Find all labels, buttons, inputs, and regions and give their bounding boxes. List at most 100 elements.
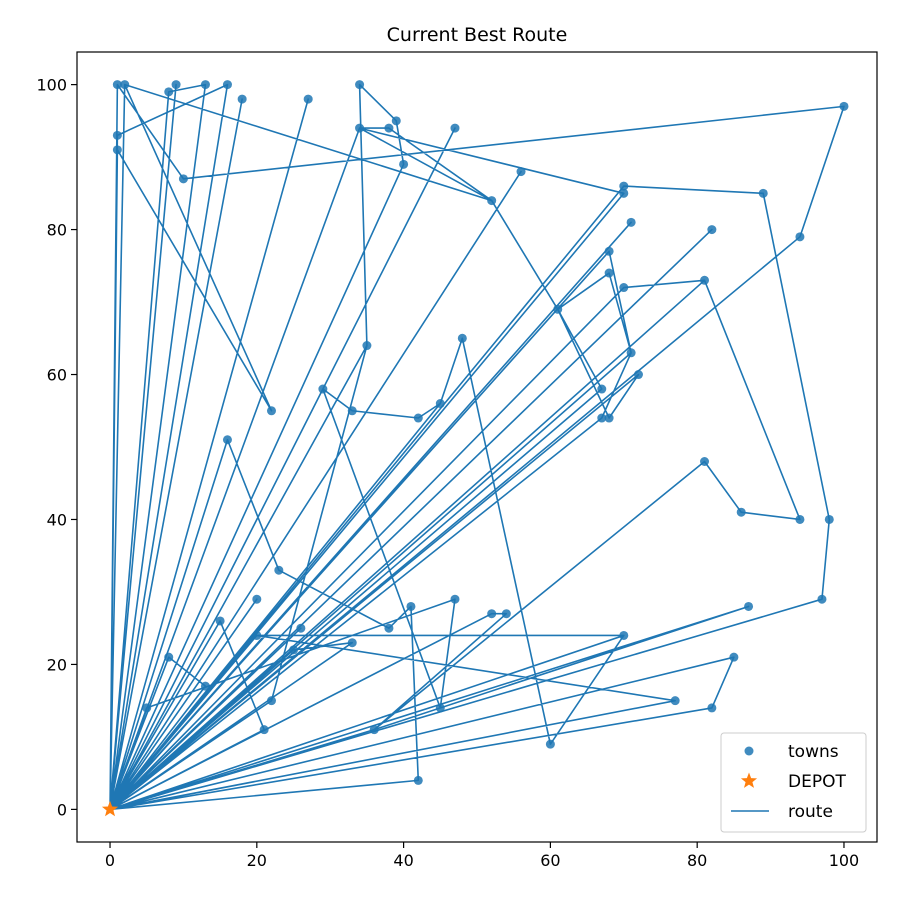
town-point [487, 609, 497, 619]
town-point [729, 652, 739, 662]
town-point [700, 456, 710, 466]
y-tick-label: 0 [57, 800, 67, 819]
legend-depot-label: DEPOT [788, 772, 846, 792]
town-point [384, 623, 394, 633]
town-point [597, 384, 607, 394]
legend: towns DEPOT route [720, 732, 867, 833]
town-point [516, 167, 526, 177]
town-point [619, 188, 629, 198]
x-tick-label: 0 [105, 851, 115, 870]
town-point [435, 399, 445, 409]
town-point [112, 80, 122, 90]
town-point [171, 80, 181, 90]
town-point [252, 630, 262, 640]
town-point [670, 696, 680, 706]
town-point [303, 94, 313, 104]
town-point [259, 725, 269, 735]
y-tick-label: 20 [47, 655, 67, 674]
town-point [758, 188, 768, 198]
town-point [597, 413, 607, 423]
towns-layer [112, 80, 849, 785]
town-point [164, 87, 174, 97]
town-point [824, 514, 834, 524]
x-tick-label: 20 [247, 851, 267, 870]
town-point [274, 565, 284, 575]
town-point [347, 638, 357, 648]
town-point [700, 275, 710, 285]
town-point [112, 145, 122, 155]
town-point [406, 601, 416, 611]
town-point [795, 514, 805, 524]
town-point [391, 116, 401, 126]
town-point [707, 225, 717, 235]
town-point [222, 435, 232, 445]
town-point [604, 246, 614, 256]
town-point [266, 696, 276, 706]
town-point [222, 80, 232, 90]
town-point [435, 703, 445, 713]
town-point [604, 268, 614, 278]
y-tick-label: 80 [47, 221, 67, 240]
town-point [604, 413, 614, 423]
x-tick-label: 40 [393, 851, 413, 870]
x-tick-label: 100 [829, 851, 860, 870]
legend-towns-label: towns [788, 742, 839, 762]
depot-layer [101, 800, 119, 817]
town-point [215, 616, 225, 626]
town-point [362, 341, 372, 351]
town-point [200, 80, 210, 90]
town-point [626, 348, 636, 358]
town-point [619, 630, 629, 640]
town-point [164, 652, 174, 662]
town-point [795, 232, 805, 242]
town-point [142, 703, 152, 713]
y-tick-label: 100 [36, 76, 67, 95]
town-point [413, 413, 423, 423]
x-tick-label: 80 [687, 851, 707, 870]
town-point [817, 594, 827, 604]
town-point [450, 123, 460, 133]
x-tick-label: 60 [540, 851, 560, 870]
town-point [355, 80, 365, 90]
town-point [289, 645, 299, 655]
town-point [553, 304, 563, 314]
legend-depot-marker [740, 772, 758, 788]
town-point [839, 101, 849, 111]
town-point [619, 283, 629, 293]
depot-star [101, 800, 119, 817]
town-point [501, 609, 511, 619]
y-tick-label: 60 [47, 366, 67, 385]
town-point [200, 681, 210, 691]
town-point [178, 174, 188, 184]
town-point [450, 594, 460, 604]
town-point [487, 196, 497, 206]
town-point [266, 406, 276, 416]
town-point [736, 507, 746, 517]
axes-frame [76, 51, 878, 843]
town-point [318, 384, 328, 394]
town-point [744, 601, 754, 611]
legend-box [720, 732, 867, 833]
axes-layer: 0 20 40 60 80 100 0 20 40 60 80 100 [36, 51, 878, 870]
town-point [355, 123, 365, 133]
town-point [120, 80, 130, 90]
chart-title: Current Best Route [387, 24, 568, 46]
town-point [626, 217, 636, 227]
town-point [112, 130, 122, 140]
town-point [347, 406, 357, 416]
town-point [237, 94, 247, 104]
town-point [384, 123, 394, 133]
legend-route-label: route [788, 802, 833, 822]
legend-towns-marker [744, 746, 754, 756]
town-point [545, 739, 555, 749]
town-point [413, 775, 423, 785]
town-point [296, 623, 306, 633]
town-point [633, 370, 643, 380]
y-tick-label: 40 [47, 510, 67, 529]
town-point [369, 725, 379, 735]
town-point [457, 333, 467, 343]
town-point [399, 159, 409, 169]
town-point [619, 181, 629, 191]
town-point [707, 703, 717, 713]
